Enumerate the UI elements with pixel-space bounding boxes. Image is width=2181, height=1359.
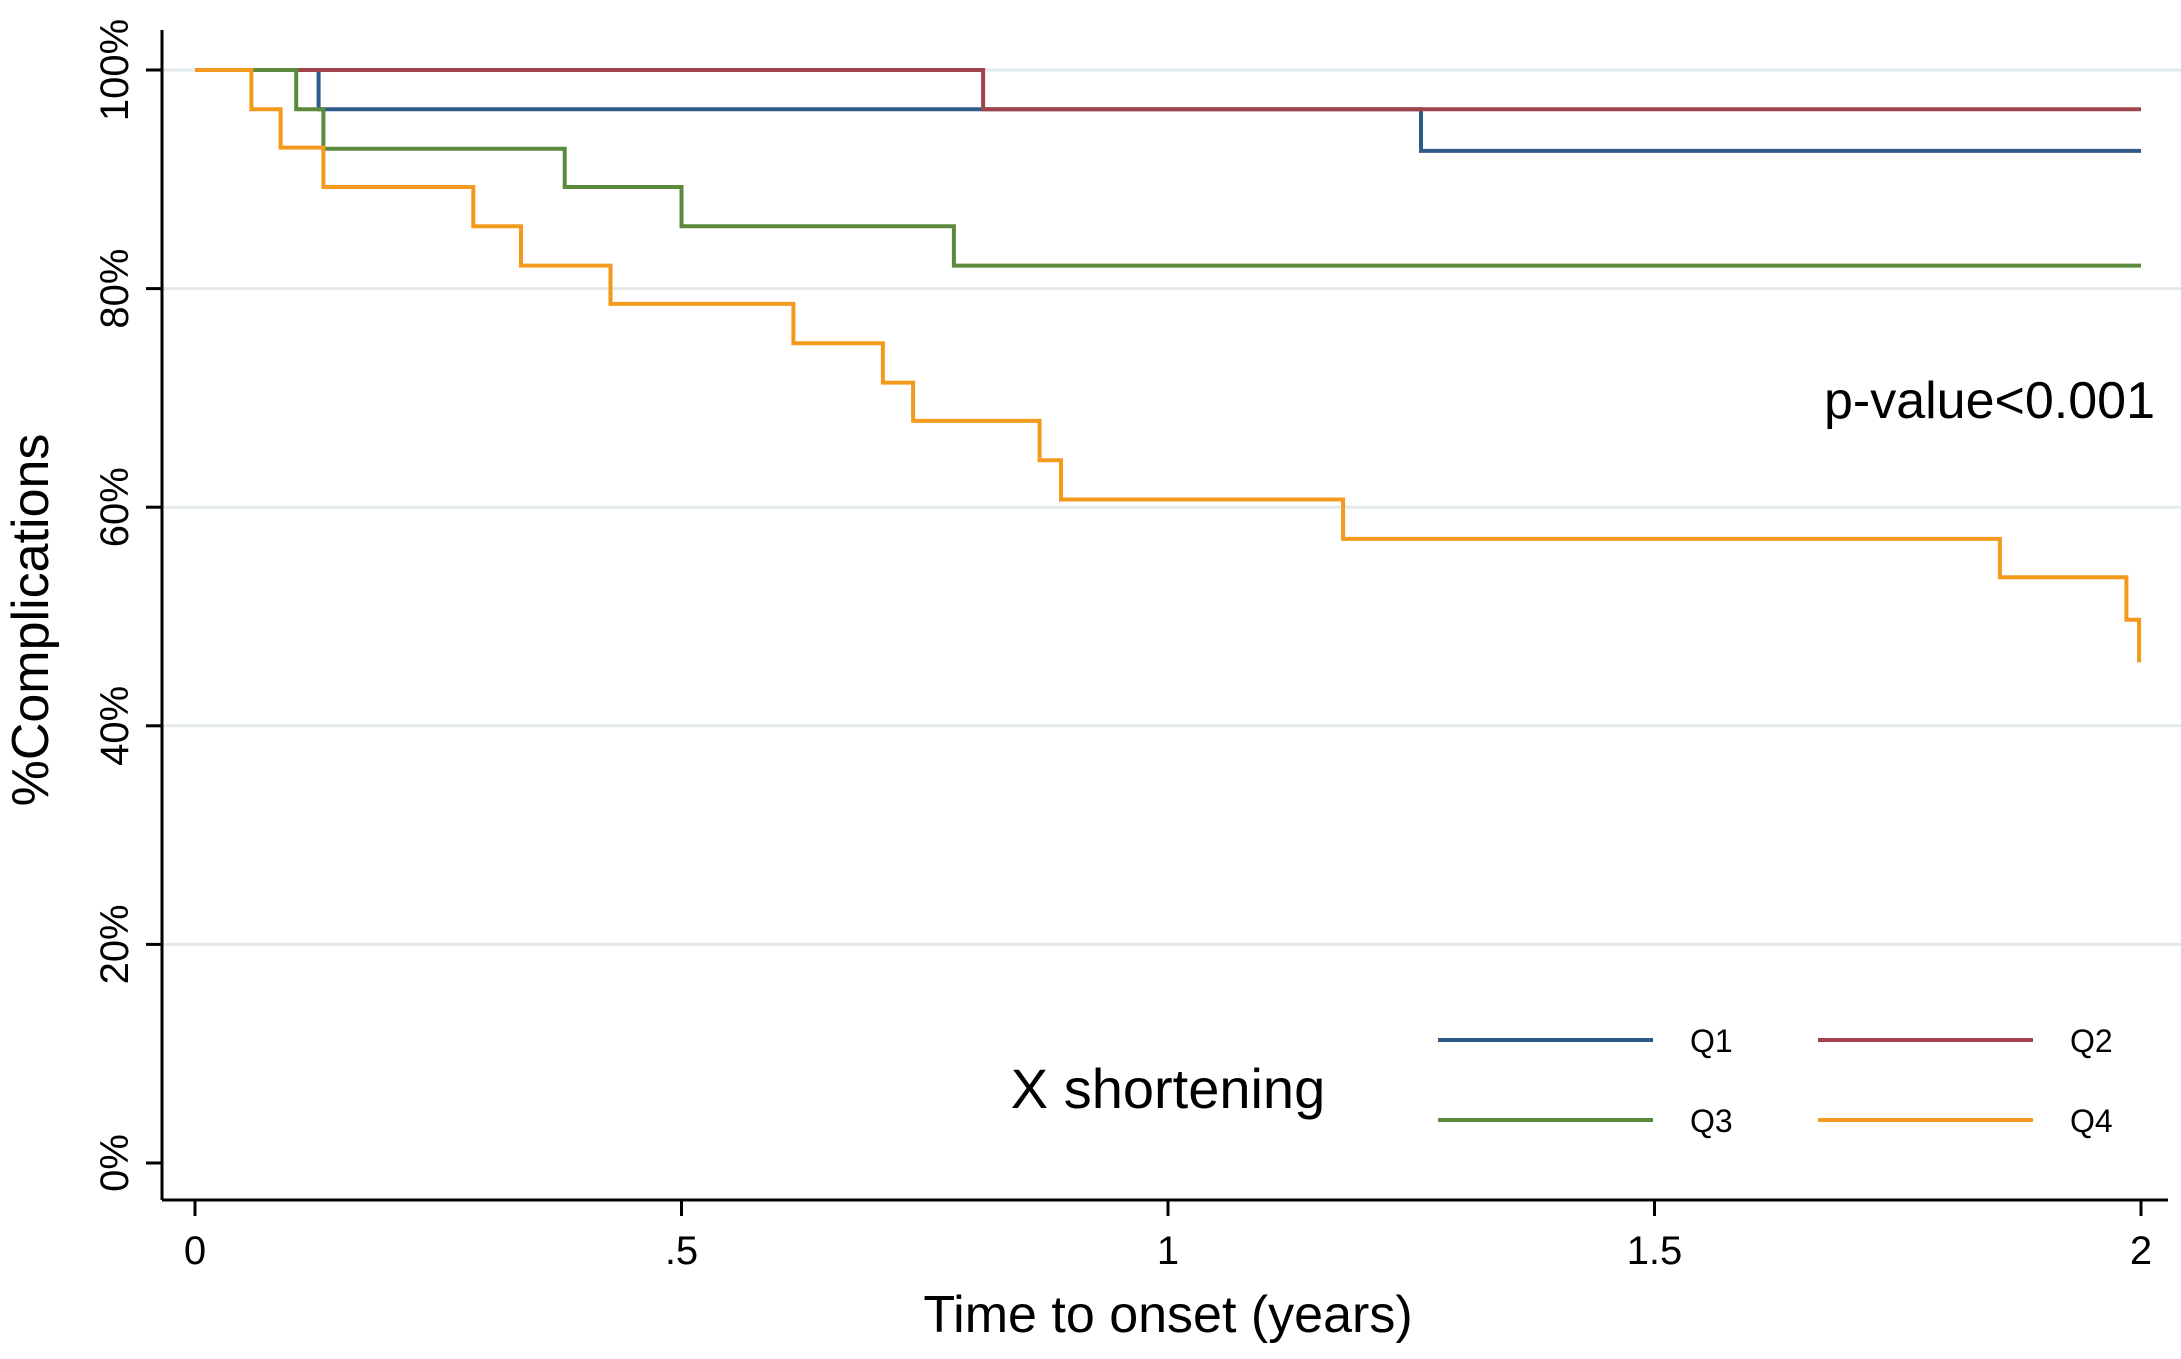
y-axis-title: %Complications	[2, 434, 60, 807]
legend-label-q3: Q3	[1690, 1103, 1733, 1139]
series-line-q2	[195, 68, 2141, 112]
legend-title: X shortening	[1011, 1057, 1325, 1120]
legend-label-q4: Q4	[2070, 1103, 2113, 1139]
x-tick-label-0: 0	[184, 1229, 206, 1273]
y-tick-label-80: 80%	[93, 249, 137, 329]
legend-label-q2: Q2	[2070, 1023, 2113, 1059]
axes-layer: 0% 20% 40% 60% 80% 100% 0 .5 1 1.5 2	[93, 19, 2168, 1273]
x-tick-label-1.5: 1.5	[1627, 1229, 1683, 1273]
series-line-q4	[195, 68, 2142, 663]
legend: Q1 Q2 Q3 Q4	[1438, 1023, 2113, 1139]
legend-label-q1: Q1	[1690, 1023, 1733, 1059]
y-tick-label-60: 60%	[93, 467, 137, 547]
x-tick-label-2: 2	[2130, 1229, 2152, 1273]
p-value-annotation: p-value<0.001	[1824, 372, 2155, 430]
x-tick-label-1: 1	[1157, 1229, 1179, 1273]
series-layer	[195, 68, 2142, 663]
y-tick-label-100: 100%	[93, 19, 137, 121]
labels-layer: %Complications Time to onset (years) p-v…	[2, 372, 2155, 1344]
grid-layer	[162, 68, 2181, 946]
series-line-q3	[195, 68, 2141, 268]
y-tick-label-20: 20%	[93, 904, 137, 984]
y-tick-label-0: 0%	[93, 1134, 137, 1192]
y-tick-label-40: 40%	[93, 686, 137, 766]
x-axis-title: Time to onset (years)	[923, 1286, 1412, 1344]
x-tick-label-0.5: .5	[665, 1229, 698, 1273]
